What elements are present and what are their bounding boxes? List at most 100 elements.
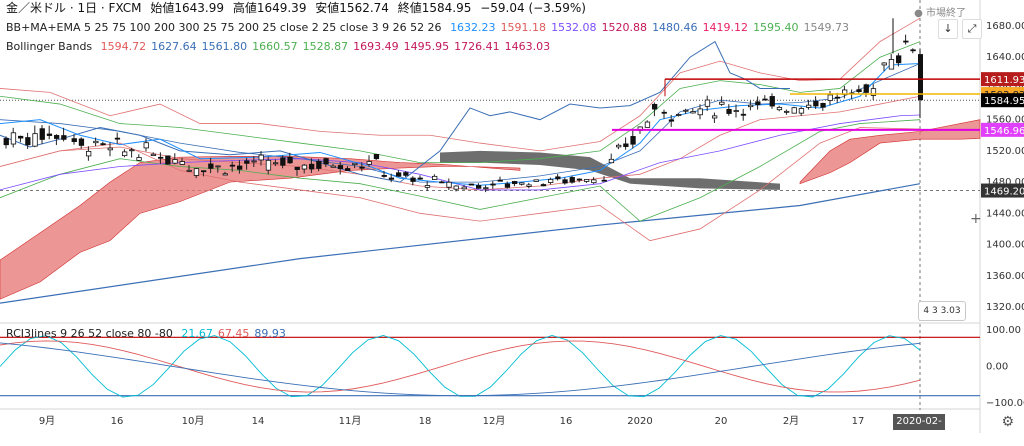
time-tick-label: 10月 — [182, 415, 205, 427]
candle-body — [186, 169, 192, 172]
candle-body — [519, 182, 525, 185]
symbol-header: 金／米ドル · 1日 · FXCM 始値1643.99 高値1649.39 安値… — [6, 1, 591, 15]
price-label-bg — [981, 183, 1024, 198]
candle-body — [798, 108, 805, 114]
candle-body — [740, 113, 747, 116]
candle-body — [870, 88, 877, 96]
candle-body — [726, 108, 732, 114]
candle-body — [555, 176, 561, 180]
rci-legend[interactable]: RCI3lines 9 26 52 close 80 -80 21.67 67.4… — [6, 327, 296, 341]
bollinger-value-4: 1528.87 — [302, 40, 349, 53]
candle-body — [903, 40, 909, 43]
ichimoku-cloud-red-1 — [0, 156, 521, 300]
candle-body — [251, 160, 257, 163]
current-date-label: 2020-02-28 — [893, 414, 945, 443]
bollinger-values: 1594.72 1627.64 1561.80 1660.57 1528.87 1693.… — [101, 40, 556, 53]
time-tick-label: 12月 — [483, 415, 506, 427]
candle-body — [776, 106, 783, 111]
time-tick-label: 20 — [715, 416, 728, 427]
bb-mid — [0, 95, 921, 191]
rci-values: 21.67 67.45 89.93 — [181, 327, 291, 340]
candle-body — [410, 177, 416, 182]
candle-body — [526, 184, 532, 187]
scroll-down-button[interactable]: ↓ — [938, 19, 958, 39]
candle-body — [86, 150, 92, 157]
bb-ma-ema-value-7: 1549.73 — [803, 21, 850, 34]
price-label-bg — [981, 72, 1024, 87]
price-label-bg — [981, 93, 1024, 108]
price-tick-label: 1560.00 — [986, 115, 1024, 126]
candle-body — [690, 111, 696, 114]
candle-body — [136, 157, 142, 161]
bollinger-value-6: 1495.95 — [403, 40, 450, 53]
change-value: −59.04 (−3.59%) — [480, 1, 586, 15]
candle-body — [424, 185, 431, 188]
market-status: ● 市場終了 — [914, 8, 966, 19]
rci-name[interactable]: RCI3lines 9 26 52 close 80 -80 — [6, 327, 173, 340]
bb-ma-ema-legend[interactable]: BB+MA+EMA 5 25 75 100 200 300 25 75 200 … — [6, 21, 859, 35]
time-tick-label: 17 — [852, 416, 865, 427]
economic-event-flag[interactable]: 4 3 3.03 — [918, 301, 966, 321]
ma5-line — [0, 62, 921, 186]
candle-body — [244, 160, 250, 164]
candle-body — [769, 96, 775, 107]
candle-body — [10, 132, 17, 145]
candle-body — [294, 166, 300, 170]
candle-body — [784, 110, 790, 113]
rci-value-0: 21.67 — [181, 327, 213, 340]
rci-value-2: 89.93 — [254, 327, 286, 340]
candle-body — [748, 104, 754, 108]
candle-body — [39, 128, 45, 140]
rci-long-line — [0, 342, 921, 397]
candle-body — [576, 178, 583, 181]
bollinger-name[interactable]: Bollinger Bands — [6, 40, 93, 53]
candle-body — [150, 153, 157, 156]
bollinger-value-8: 1463.03 — [504, 40, 551, 53]
bollinger-value-0: 1594.72 — [100, 40, 147, 53]
candle-body — [359, 166, 365, 169]
candle-body — [236, 165, 243, 170]
bb-ma-ema-value-4: 1480.46 — [652, 21, 698, 34]
rci-tick-label: −100.00 — [986, 398, 1024, 409]
time-tick-label: 9月 — [39, 415, 55, 427]
candle-body — [461, 186, 467, 190]
candle-body — [301, 164, 308, 170]
candle-body — [806, 104, 812, 108]
price-label-3: 1546.96 — [984, 126, 1024, 137]
candle-body — [497, 179, 503, 182]
crosshair-add-icon[interactable]: + — [970, 211, 982, 227]
candle-body — [208, 163, 214, 169]
candle-body — [344, 168, 351, 171]
candle-body — [453, 185, 459, 190]
candle-body — [540, 184, 547, 187]
time-tick-label: 2020 — [627, 416, 652, 427]
bb-ma-ema-name[interactable]: BB+MA+EMA 5 25 75 100 200 300 25 75 200 … — [6, 21, 442, 34]
candle-body — [193, 168, 200, 176]
candle-body — [896, 55, 902, 64]
bb-ma-ema-value-2: 1532.08 — [551, 21, 597, 34]
price-label-4: 1469.20 — [984, 187, 1024, 198]
candle-body — [215, 165, 221, 168]
bb-upper-1 — [0, 63, 921, 183]
symbol-title[interactable]: 金／米ドル · 1日 · FXCM — [6, 1, 142, 15]
candle-body — [644, 121, 651, 128]
price-chart[interactable]: 1680.001640.001600.001560.001520.001480.… — [0, 0, 1024, 433]
settings-gear-icon[interactable]: ⚙ — [1001, 414, 1014, 430]
candle-body — [827, 94, 833, 101]
candle-body — [881, 62, 887, 66]
candle-body — [483, 187, 489, 190]
candle-body — [337, 165, 344, 170]
candle-body — [323, 158, 329, 165]
bollinger-legend[interactable]: Bollinger Bands 1594.72 1627.64 1561.80 166… — [6, 40, 560, 54]
candle-body — [439, 181, 445, 184]
fit-view-button[interactable]: ⤢ — [962, 19, 982, 39]
last-candle-body — [918, 54, 923, 101]
candle-body — [668, 119, 675, 122]
candle-body — [25, 137, 31, 146]
candle-body — [107, 147, 113, 151]
candle-body — [623, 143, 629, 147]
candle-body — [179, 161, 185, 165]
candle-body — [584, 179, 590, 182]
candle-body — [676, 114, 682, 116]
price-tick-label: 1680.00 — [986, 21, 1024, 32]
